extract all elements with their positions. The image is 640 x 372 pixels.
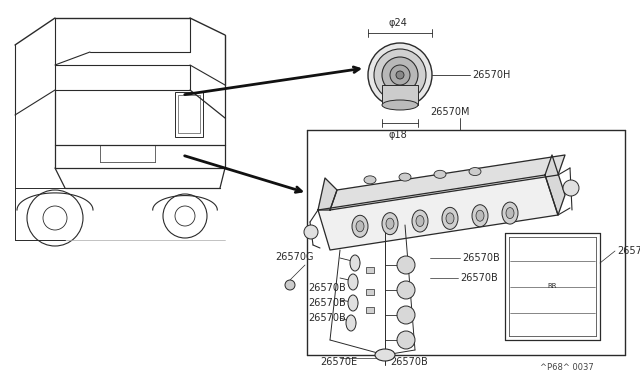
Circle shape bbox=[382, 57, 418, 93]
Ellipse shape bbox=[476, 210, 484, 221]
Text: 26570H: 26570H bbox=[472, 70, 510, 80]
Ellipse shape bbox=[352, 215, 368, 237]
Bar bbox=[366, 289, 374, 295]
Circle shape bbox=[285, 280, 295, 290]
Ellipse shape bbox=[350, 255, 360, 271]
Text: 26570B: 26570B bbox=[390, 357, 428, 367]
Ellipse shape bbox=[446, 213, 454, 224]
Circle shape bbox=[396, 71, 404, 79]
Circle shape bbox=[397, 281, 415, 299]
Bar bbox=[175, 92, 203, 137]
Text: 26570E: 26570E bbox=[320, 357, 357, 367]
Polygon shape bbox=[545, 155, 565, 215]
Polygon shape bbox=[318, 175, 558, 250]
Bar bbox=[366, 267, 374, 273]
Text: 26571M: 26571M bbox=[617, 246, 640, 256]
Ellipse shape bbox=[346, 315, 356, 331]
Text: 26570M: 26570M bbox=[430, 107, 470, 117]
Polygon shape bbox=[330, 155, 565, 210]
Circle shape bbox=[368, 43, 432, 107]
Ellipse shape bbox=[375, 349, 395, 361]
Ellipse shape bbox=[469, 167, 481, 176]
Ellipse shape bbox=[416, 215, 424, 227]
Ellipse shape bbox=[382, 213, 398, 235]
Bar bbox=[382, 85, 418, 105]
Text: 26570B: 26570B bbox=[460, 273, 498, 283]
Text: 26570B: 26570B bbox=[462, 253, 500, 263]
Ellipse shape bbox=[412, 210, 428, 232]
Ellipse shape bbox=[472, 205, 488, 227]
Ellipse shape bbox=[348, 295, 358, 311]
Ellipse shape bbox=[356, 221, 364, 232]
Text: 26570B: 26570B bbox=[308, 298, 346, 308]
Circle shape bbox=[304, 225, 318, 239]
Circle shape bbox=[563, 180, 579, 196]
Text: φ24: φ24 bbox=[388, 18, 408, 28]
Ellipse shape bbox=[348, 274, 358, 290]
Ellipse shape bbox=[364, 176, 376, 184]
Circle shape bbox=[397, 331, 415, 349]
Ellipse shape bbox=[382, 100, 418, 110]
Ellipse shape bbox=[399, 173, 411, 181]
Ellipse shape bbox=[434, 170, 446, 178]
Ellipse shape bbox=[386, 218, 394, 229]
Circle shape bbox=[397, 306, 415, 324]
Ellipse shape bbox=[506, 208, 514, 219]
Ellipse shape bbox=[442, 207, 458, 230]
Text: RR: RR bbox=[547, 283, 557, 289]
Bar bbox=[178, 95, 200, 133]
Circle shape bbox=[390, 65, 410, 85]
Text: φ18: φ18 bbox=[388, 130, 408, 140]
Text: 26570B: 26570B bbox=[308, 283, 346, 293]
Circle shape bbox=[397, 256, 415, 274]
Ellipse shape bbox=[502, 202, 518, 224]
Bar bbox=[366, 307, 374, 313]
Text: 26570G: 26570G bbox=[275, 252, 314, 262]
Polygon shape bbox=[318, 178, 337, 210]
Text: 26570B: 26570B bbox=[308, 313, 346, 323]
Text: ^P68^ 0037: ^P68^ 0037 bbox=[540, 363, 594, 372]
Circle shape bbox=[374, 49, 426, 101]
